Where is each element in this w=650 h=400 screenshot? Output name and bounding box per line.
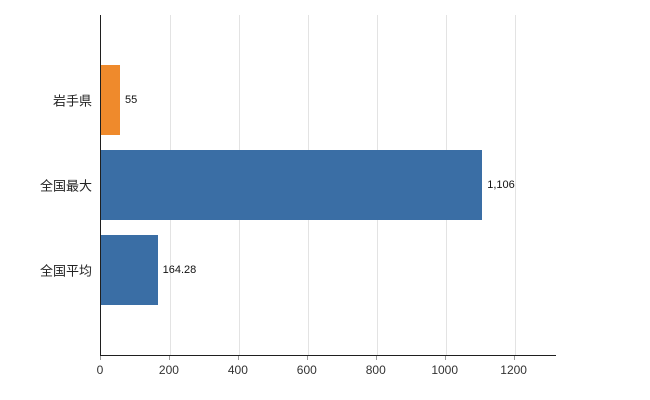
category-label-岩手県: 岩手県	[52, 93, 92, 109]
category-label-全国最大: 全国最大	[39, 178, 92, 194]
value-label-全国最大: 1,106	[487, 179, 515, 191]
x-tick-label-800: 800	[365, 363, 386, 377]
gridline-1200	[514, 15, 516, 355]
value-label-全国平均: 164.28	[162, 264, 197, 276]
plot-area: 55 1,106 164.28	[100, 15, 556, 356]
x-tick-label-400: 400	[227, 363, 248, 377]
tick-mark-200	[168, 356, 170, 360]
tick-mark-1200	[513, 356, 515, 360]
tick-mark-400	[237, 356, 239, 360]
x-tick-label-0: 0	[96, 363, 104, 377]
tick-mark-800	[375, 356, 377, 360]
bar-全国最大	[101, 150, 483, 220]
value-label-岩手県: 55	[124, 94, 138, 106]
bar-岩手県	[101, 65, 120, 135]
tick-mark-600	[306, 356, 308, 360]
x-tick-label-1200: 1200	[500, 363, 527, 377]
tick-mark-0	[100, 356, 101, 360]
category-label-全国平均: 全国平均	[39, 263, 92, 279]
x-tick-label-1000: 1000	[431, 363, 459, 377]
tick-mark-1000	[444, 356, 446, 360]
bar-全国平均	[101, 235, 158, 305]
x-tick-label-600: 600	[296, 363, 317, 377]
x-tick-label-200: 200	[158, 363, 179, 377]
